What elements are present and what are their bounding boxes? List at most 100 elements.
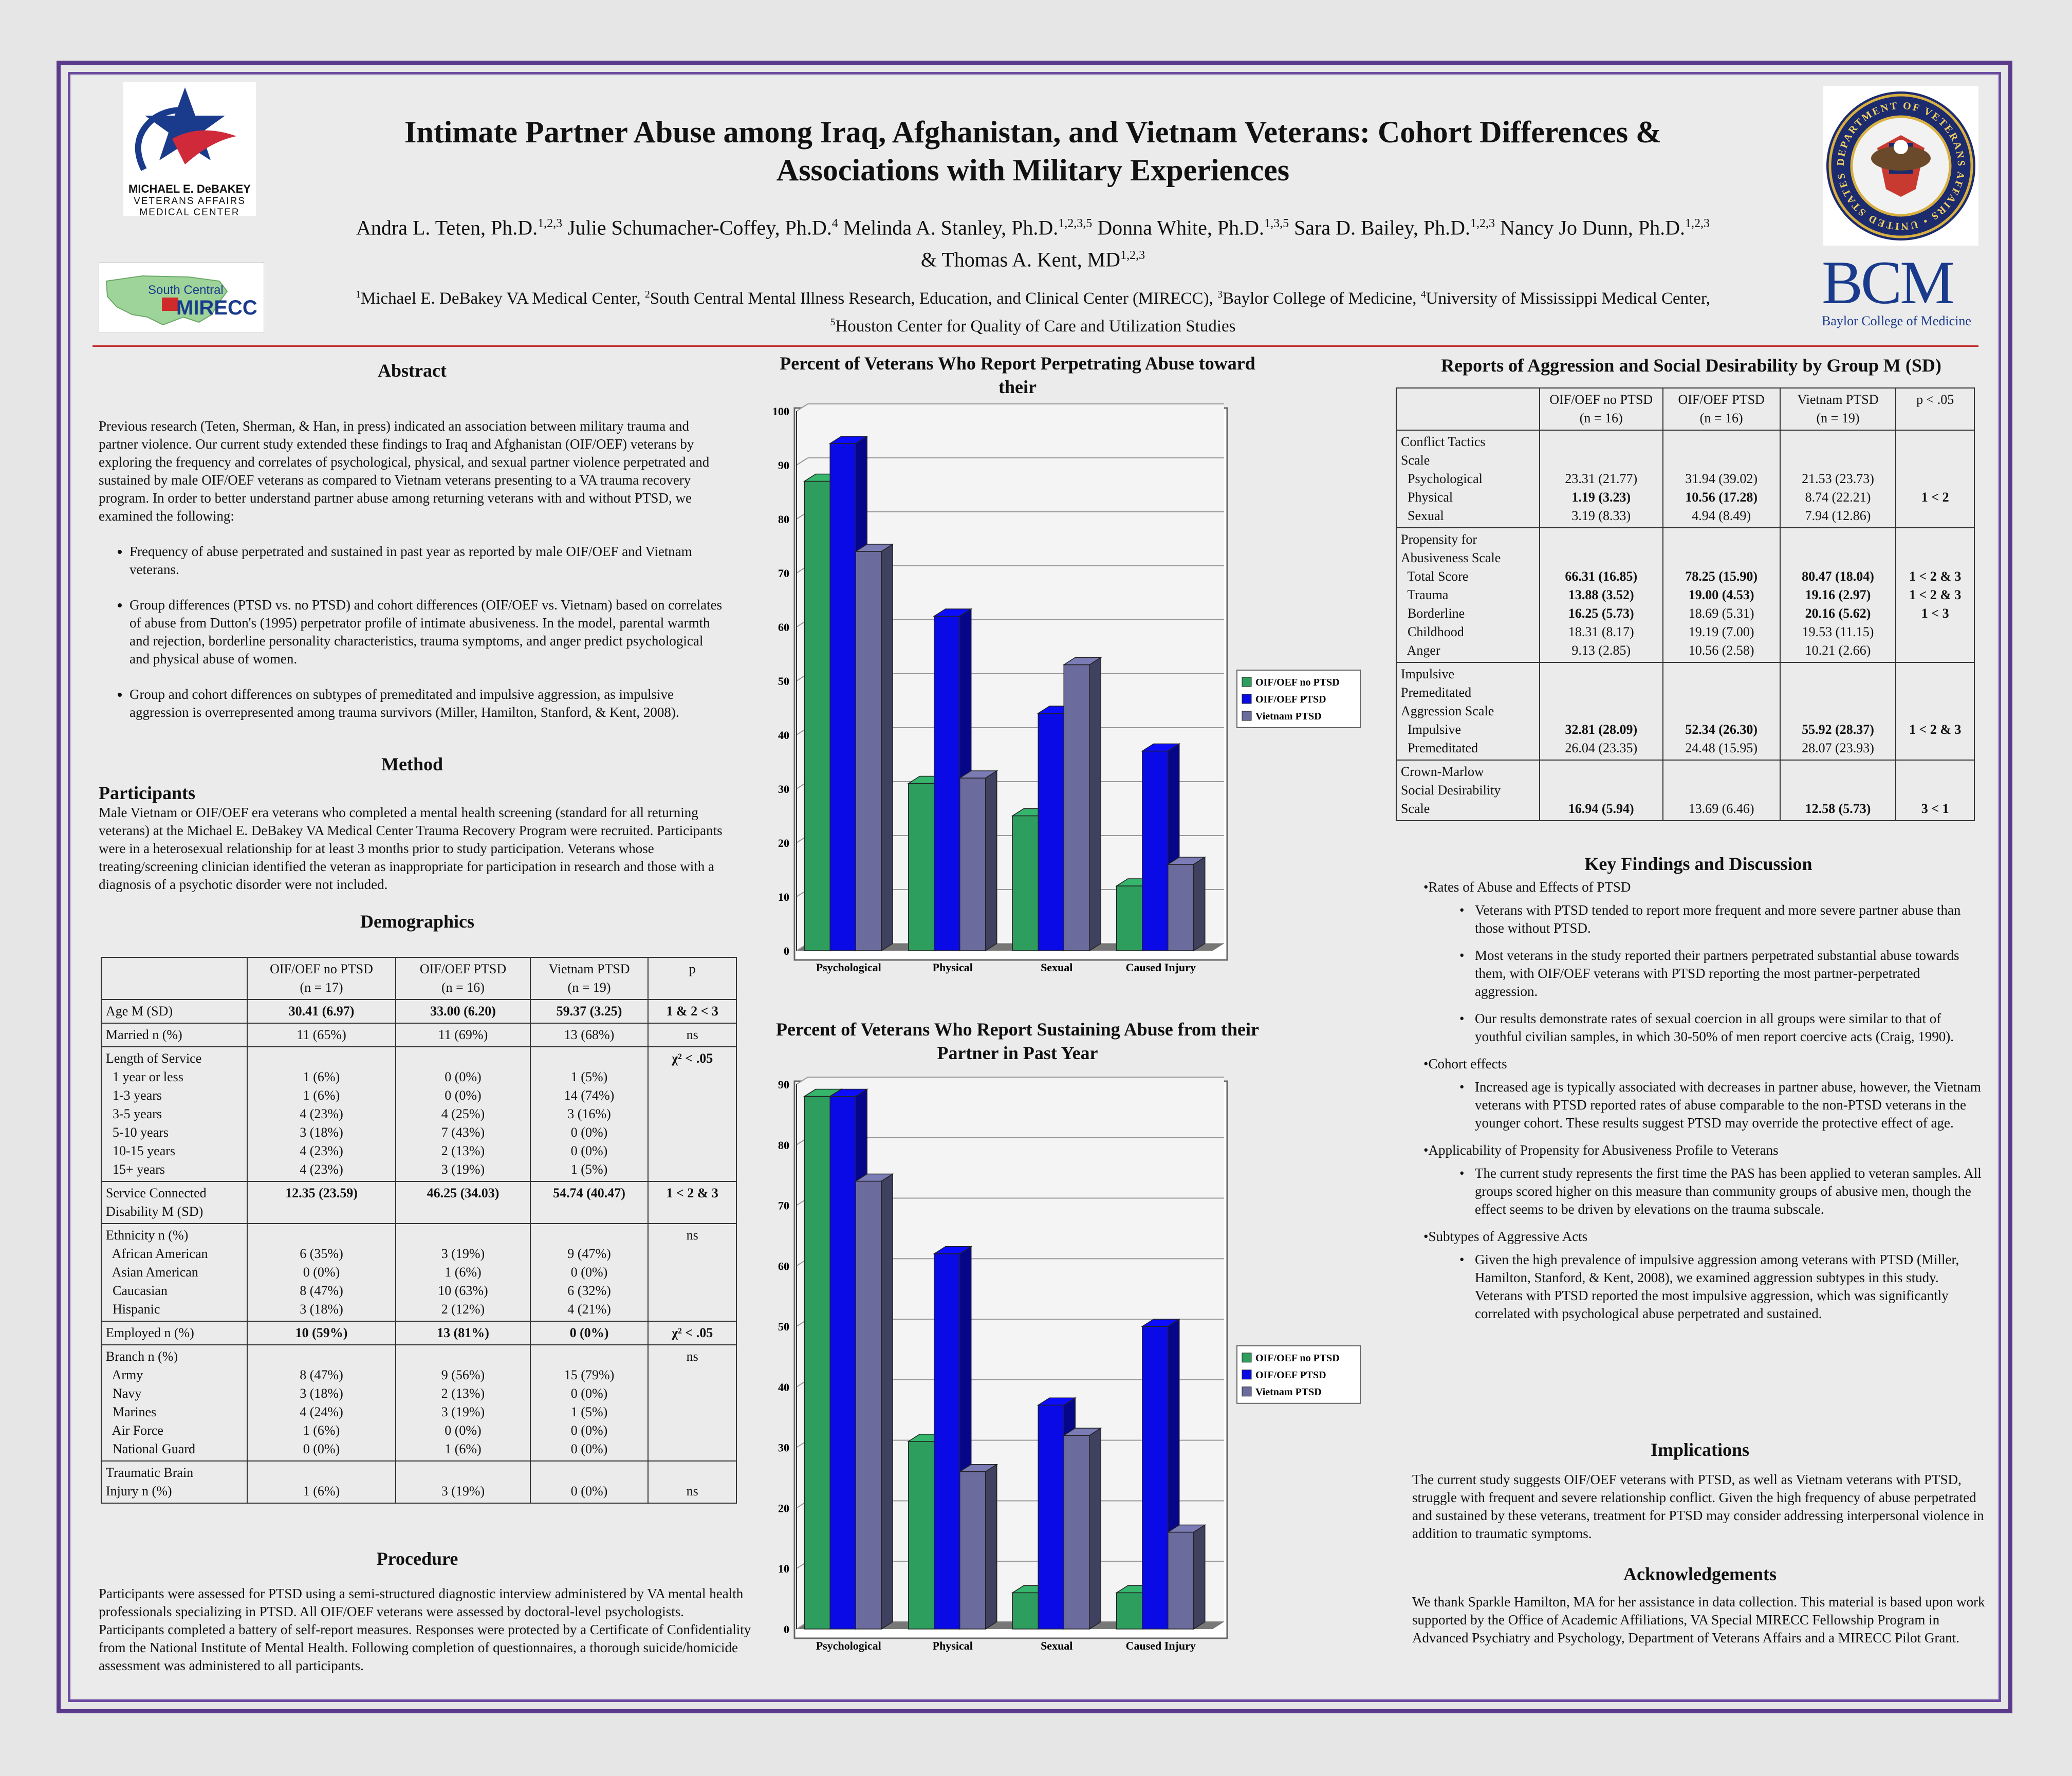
debakey-logo-line3: MEDICAL CENTER [139, 207, 240, 218]
cell-value [653, 1464, 732, 1482]
y-tick-label: 0 [784, 945, 789, 957]
table-cell: 1 (5%) 14 (74%) 3 (16%) 0 (0%) 0 (0%) 1 (5%) [529, 1046, 649, 1182]
cell-value: 3 (19%) [441, 1404, 485, 1419]
cell-value: 16.25 (5.73) [1568, 606, 1634, 621]
table-cell: 1 & 2 < 3 [647, 999, 737, 1024]
cell-value: 13 (81%) [437, 1325, 489, 1340]
cell-value: 16.94 (5.94) [1568, 801, 1634, 816]
cell-value: 0 (0%) [570, 1441, 608, 1456]
table-cell: 46.25 (34.03) [395, 1181, 531, 1224]
author-name: Sara D. Bailey, Ph.D. [1294, 216, 1470, 239]
table-cell: ns [647, 1223, 737, 1322]
legend-label: OIF/OEF PTSD [1255, 1370, 1326, 1381]
table-cell: 3 (19%) [395, 1460, 531, 1504]
cell-value: 1 < 2 & 3 [1909, 722, 1962, 737]
plot-wall [797, 1077, 1224, 1629]
cell-value [1900, 665, 1970, 683]
cell-value [653, 1086, 732, 1105]
cell-value: 80.47 (18.04) [1802, 569, 1874, 584]
legend-swatch [1242, 1386, 1252, 1397]
table-row: Married n (%) 11 (65%) 11 (69%) 13 (68%) ns [101, 1023, 737, 1047]
row-label: Age M (SD) [106, 1004, 173, 1019]
cell-value: 7 (43%) [441, 1125, 485, 1140]
cell-value [1900, 739, 1970, 757]
y-tick-label: 40 [778, 729, 789, 742]
row-label: Borderline [1401, 606, 1465, 621]
table-cell: 30.41 (6.97) [246, 999, 397, 1024]
cell-value [1900, 507, 1970, 525]
cell-value [1785, 451, 1892, 470]
table-cell: 54.74 (40.47) [529, 1181, 649, 1224]
table-header-empty [101, 957, 248, 1000]
reports-table: OIF/OEF no PTSD (n = 16) OIF/OEF PTSD (n = … [1396, 387, 1975, 821]
implications-section: Implications The current study suggests … [1412, 1439, 1988, 1543]
cell-value: 0 (0%) [445, 1088, 482, 1103]
legend-swatch [1242, 677, 1252, 687]
cell-value [653, 1123, 732, 1142]
outer-border [57, 61, 2012, 1713]
cell-value [1668, 683, 1775, 702]
table-cell: 13 (68%) [529, 1023, 649, 1047]
cell-value [1544, 530, 1658, 549]
affiliation-text: South Central Mental Illness Research, E… [650, 289, 1218, 308]
table-row: Crown-Marlow Social Desirability Scale 16.9… [1396, 760, 1975, 821]
table-cell: 0 (0%) 0 (0%) 4 (25%) 7 (43%) 2 (13%) 3 (19%) [395, 1046, 531, 1182]
row-label: Scale [1401, 801, 1430, 816]
cell-value: 4 (24%) [300, 1404, 343, 1419]
cell-value [653, 1068, 732, 1086]
cell-value: 31.94 (39.02) [1685, 471, 1758, 486]
cell-value [1900, 470, 1970, 488]
abstract-section: Abstract Previous research (Teten, Sherm… [99, 360, 726, 739]
cell-value [653, 1366, 732, 1384]
chart2-title-line1: Percent of Veterans Who Report Sustainin… [776, 1019, 1259, 1040]
cell-value: 8 (47%) [300, 1367, 343, 1382]
y-tick-label: 30 [778, 783, 789, 795]
row-label-cell: Crown-Marlow Social Desirability Scale [1396, 760, 1540, 821]
cell-value: 3 (18%) [300, 1125, 343, 1140]
debakey-logo: MICHAEL E. DeBAKEY VETERANS AFFAIRS MEDI… [123, 82, 256, 218]
cell-value: 3 (19%) [441, 1162, 485, 1177]
cell-value: χ² < .05 [672, 1051, 713, 1066]
cell-value: 21.53 (23.73) [1802, 471, 1874, 486]
cell-value [535, 1049, 644, 1068]
cell-value: 66.31 (16.85) [1565, 569, 1638, 584]
column-name: OIF/OEF PTSD [419, 961, 507, 976]
cell-value [1668, 433, 1775, 451]
cell-value: 6 (32%) [567, 1283, 611, 1298]
cell-value: 78.25 (15.90) [1685, 569, 1758, 584]
affiliation-text: Michael E. DeBakey VA Medical Center, [361, 289, 645, 308]
cell-value: 3 (19%) [441, 1246, 485, 1261]
table-cell: 1 < 2 & 3 [647, 1181, 737, 1224]
row-label: Physical [1401, 490, 1453, 505]
cell-value: 1 (6%) [303, 1423, 340, 1438]
affiliation-text: Baylor College of Medicine, [1222, 289, 1421, 308]
reports-heading: Reports of Aggression and Social Desirab… [1441, 355, 1941, 376]
cell-value: 0 (0%) [570, 1386, 608, 1401]
cell-value [1668, 530, 1775, 549]
cell-value: 13 (68%) [564, 1027, 615, 1042]
cell-value: 26.04 (23.35) [1565, 741, 1638, 755]
poster-title-line1: Intimate Partner Abuse among Iraq, Afgha… [404, 115, 1662, 149]
table-row: Propensity for Abusiveness Scale Total Sc… [1396, 527, 1975, 663]
cell-value [653, 1142, 732, 1160]
finding-topic: •Applicability of Propensity for Abusive… [1423, 1142, 1779, 1158]
cell-value: 3 (16%) [567, 1106, 611, 1121]
row-label: Injury n (%) [106, 1484, 172, 1498]
cell-value: ns [686, 1027, 698, 1042]
cell-value: 1 (6%) [303, 1484, 340, 1498]
cell-value [1668, 549, 1775, 567]
cell-value [252, 1464, 391, 1482]
table-cell: ns [647, 1344, 737, 1461]
affiliation-sup: 2 [644, 289, 650, 300]
y-tick-label: 20 [778, 1502, 789, 1514]
poster-title: Intimate Partner Abuse among Iraq, Afgha… [288, 113, 1778, 189]
table-cell: 12.58 (5.73) [1779, 760, 1897, 821]
table-cell: 33.00 (6.20) [395, 999, 531, 1024]
table-cell: 55.92 (28.37) 28.07 (23.93) [1779, 662, 1897, 761]
cell-value [1900, 623, 1970, 641]
column-n: (n = 16) [1699, 411, 1743, 425]
cell-value [400, 1049, 526, 1068]
column-n: (n = 19) [567, 980, 611, 995]
cell-value: 0 (0%) [445, 1423, 482, 1438]
row-label-cell: Propensity for Abusiveness Scale Total Sc… [1396, 527, 1540, 663]
